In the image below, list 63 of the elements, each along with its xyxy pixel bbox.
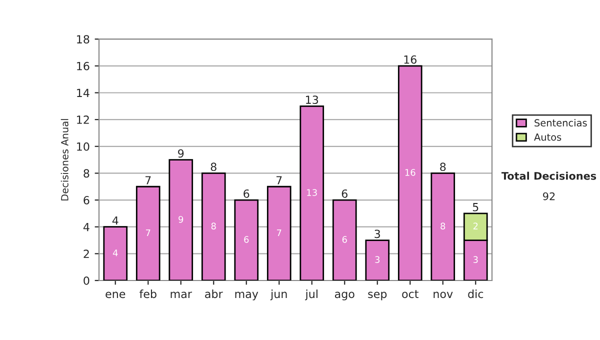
x-tick-label: ago	[334, 292, 354, 300]
data-label: 3	[473, 256, 478, 264]
total-label: 3	[374, 230, 380, 238]
y-tick-label: 18	[77, 35, 90, 44]
data-label: 13	[307, 189, 317, 196]
total-label: 9	[178, 149, 184, 158]
text: Total Decisiones	[501, 172, 596, 180]
x-tick-label: ene	[106, 292, 126, 298]
data-label: 4	[112, 250, 118, 256]
bar	[136, 186, 160, 280]
data-label: 6	[342, 236, 347, 243]
data-label: 6	[244, 236, 249, 243]
x-tick-label: abr	[205, 290, 223, 298]
y-tick-label: 14	[77, 88, 90, 97]
x-tick-label: mar	[170, 292, 192, 298]
total-label: 16	[404, 55, 416, 64]
bar	[332, 199, 357, 280]
x-tick-label: jul	[305, 290, 318, 300]
y-tick-label: 4	[83, 222, 90, 232]
data-label: 8	[211, 222, 216, 230]
bar	[398, 65, 422, 280]
data-label: 9	[178, 216, 184, 223]
y-tick-label: 2	[84, 250, 89, 258]
total-label: 5	[472, 203, 478, 212]
bar	[201, 172, 226, 280]
x-tick-label: oct	[402, 290, 418, 298]
x-tick-label: nov	[434, 292, 453, 298]
total-label: 6	[244, 189, 250, 198]
data-label: 3	[375, 256, 380, 264]
bar	[365, 240, 390, 280]
total-label: 4	[112, 216, 118, 225]
total-label: 8	[210, 162, 216, 172]
bar	[234, 199, 259, 280]
x-tick-label: may	[235, 292, 258, 300]
y-tick-label: 10	[77, 142, 90, 151]
bar	[103, 226, 128, 280]
y-tick-label: 12	[77, 116, 89, 124]
x-tick-label: feb	[139, 290, 156, 298]
bar	[266, 186, 292, 280]
x-tick-label: jun	[270, 290, 287, 300]
legend-label: Sentencias	[534, 118, 587, 127]
data-label: 16	[405, 169, 416, 176]
text: 92	[543, 192, 555, 200]
x-tick-label: dic	[468, 290, 484, 298]
bar	[430, 172, 456, 280]
data-label: 8	[440, 222, 446, 230]
total-label: 8	[440, 162, 446, 172]
bar	[300, 105, 324, 280]
total-label: 6	[342, 189, 348, 198]
data-label: 2	[473, 222, 478, 230]
legend-label: Autos	[534, 134, 562, 141]
total-label: 7	[146, 176, 151, 184]
y-tick-label: 6	[84, 196, 90, 204]
x-tick-label: sep	[368, 292, 387, 300]
data-label: 7	[276, 229, 282, 236]
y-tick-label: 16	[77, 62, 90, 70]
total-label: 13	[306, 96, 318, 104]
data-label: 7	[146, 229, 150, 236]
y-tick-label: 0	[84, 276, 90, 285]
bar	[168, 159, 194, 280]
y-axis-title: Decisiones Anual	[60, 119, 68, 200]
total-label: 7	[276, 176, 282, 184]
y-tick-label: 8	[84, 169, 90, 178]
